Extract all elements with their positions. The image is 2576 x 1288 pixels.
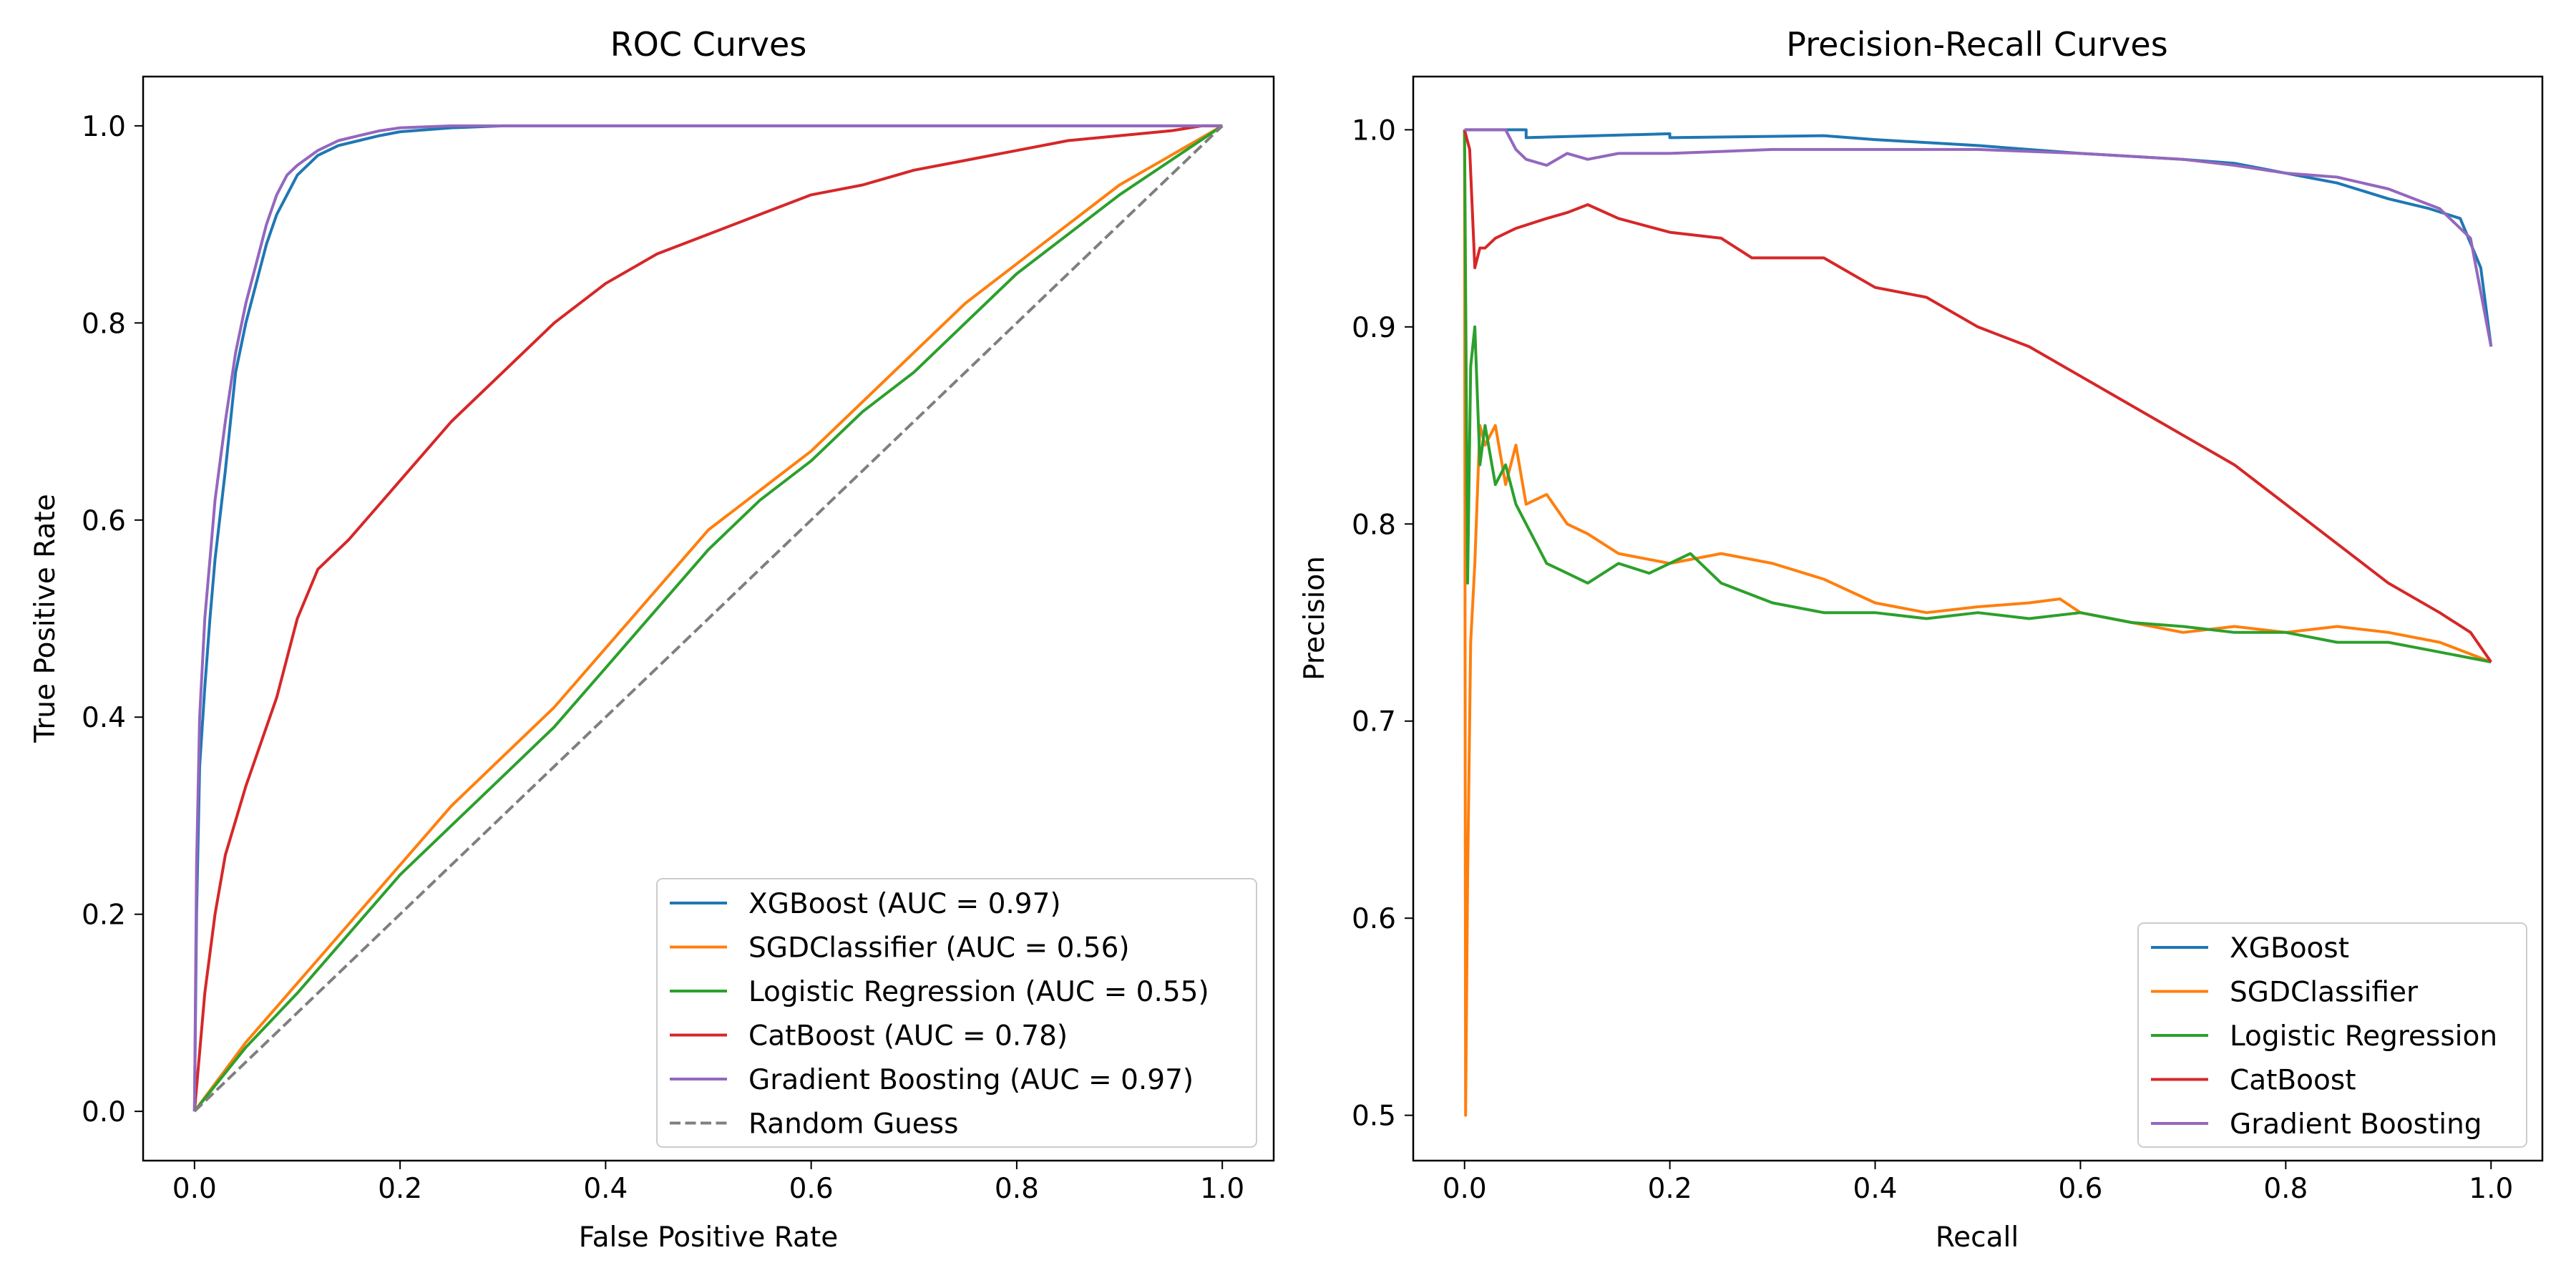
pr-ytick-label-1: 0.6	[1352, 903, 1396, 935]
pr-series-3	[1463, 129, 2492, 663]
pr-ytick-label-2: 0.7	[1352, 706, 1396, 738]
roc-series-5	[193, 125, 1224, 1113]
pr-legend-label-2: Logistic Regression	[2230, 1020, 2497, 1053]
roc-legend-frame	[656, 878, 1257, 1148]
roc-legend-label-0: XGBoost (AUC = 0.97)	[748, 888, 1061, 920]
roc-xtick-label-5: 1.0	[1200, 1173, 1244, 1205]
roc-legend-label-1: SGDClassifier (AUC = 0.56)	[748, 932, 1130, 965]
roc-xtick-label-3: 0.6	[789, 1173, 834, 1205]
roc-series-1	[193, 125, 1224, 1113]
pr-legend-frame	[2137, 922, 2527, 1148]
pr-xtick-label-0: 0.0	[1443, 1173, 1487, 1205]
pr-series-1	[1463, 130, 2492, 1117]
roc-legend-label-5: Random Guess	[748, 1108, 958, 1141]
roc-xtick-label-0: 0.0	[172, 1173, 217, 1205]
roc-ticks: 0.0 0.2 0.4 0.6 0.8 1.0 0.0 0.2 0.4 0.6 0.8 1.0	[82, 111, 1244, 1205]
pr-legend-label-1: SGDClassifier	[2230, 977, 2419, 1009]
pr-xtick-label-5: 1.0	[2469, 1173, 2513, 1205]
roc-xtick-label-2: 0.4	[583, 1173, 628, 1205]
pr-xtick-label-4: 0.8	[2263, 1173, 2308, 1205]
roc-xlabel: False Positive Rate	[579, 1221, 838, 1254]
roc-curves	[192, 124, 1224, 1113]
roc-title: ROC Curves	[610, 25, 807, 64]
pr-xtick-label-1: 0.2	[1648, 1173, 1692, 1205]
roc-xtick-label-1: 0.2	[378, 1173, 422, 1205]
roc-series-2	[193, 125, 1224, 1113]
roc-series-3	[192, 124, 1223, 1112]
roc-ylabel: True Positive Rate	[29, 494, 62, 743]
roc-legend: XGBoost (AUC = 0.97) SGDClassifier (AUC =…	[656, 878, 1257, 1148]
roc-ytick-label-3: 0.6	[82, 505, 126, 537]
pr-xtick-label-3: 0.6	[2058, 1173, 2102, 1205]
pr-xlabel: Recall	[1936, 1221, 2019, 1254]
pr-ylabel: Precision	[1299, 556, 1331, 680]
roc-ytick-label-2: 0.4	[82, 702, 126, 734]
pr-ticks: 0.0 0.2 0.4 0.6 0.8 1.0 0.5 0.6 0.7 0.8 0.9 1.0	[1352, 114, 2513, 1205]
pr-title: Precision-Recall Curves	[1786, 25, 2167, 64]
roc-ytick-label-1: 0.2	[82, 899, 126, 932]
pr-axes-frame	[1412, 75, 2544, 1162]
roc-legend-label-4: Gradient Boosting (AUC = 0.97)	[748, 1064, 1194, 1096]
roc-series-0	[192, 124, 1223, 1112]
roc-ytick-label-4: 0.8	[82, 308, 126, 340]
pr-xtick-label-2: 0.4	[1853, 1173, 1898, 1205]
pr-series-4	[1464, 128, 2493, 347]
roc-legend-label-2: Logistic Regression (AUC = 0.55)	[748, 976, 1209, 1008]
pr-curves	[1463, 128, 2493, 1117]
roc-axes-frame	[142, 75, 1275, 1162]
pr-ytick-label-4: 0.9	[1352, 312, 1396, 344]
roc-legend-label-3: CatBoost (AUC = 0.78)	[748, 1020, 1068, 1053]
roc-xtick-label-4: 0.8	[995, 1173, 1039, 1205]
pr-legend-label-0: XGBoost	[2230, 932, 2349, 965]
pr-legend: XGBoost SGDClassifier Logistic Regression C…	[2137, 922, 2527, 1148]
pr-panel: Precision-Recall Curves Recall Precision…	[1299, 25, 2544, 1254]
pr-ytick-label-5: 1.0	[1352, 114, 1396, 147]
pr-legend-label-4: Gradient Boosting	[2230, 1108, 2482, 1141]
pr-ytick-label-3: 0.8	[1352, 509, 1396, 541]
roc-panel: ROC Curves False Positive Rate True Posi…	[29, 25, 1275, 1254]
roc-ytick-label-0: 0.0	[82, 1096, 126, 1128]
pr-series-2	[1463, 130, 2492, 664]
pr-ytick-label-0: 0.5	[1352, 1101, 1396, 1133]
pr-legend-label-3: CatBoost	[2230, 1065, 2356, 1097]
roc-ytick-label-5: 1.0	[82, 111, 126, 143]
roc-series-4	[192, 124, 1223, 1112]
